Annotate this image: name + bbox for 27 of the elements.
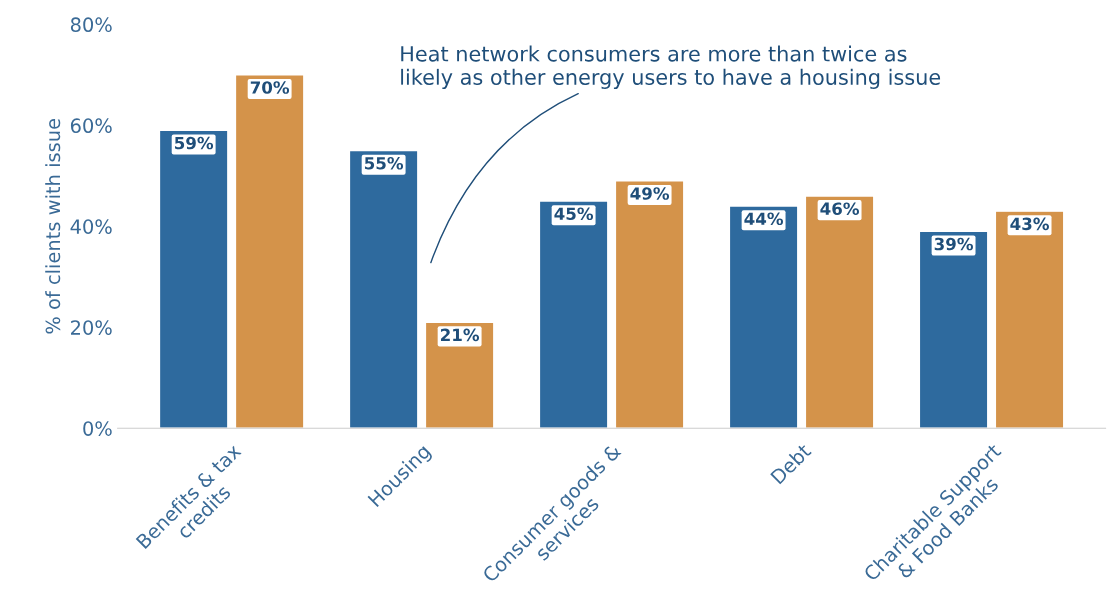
y-axis-title: % of clients with issue bbox=[45, 119, 61, 334]
bar bbox=[614, 180, 685, 429]
data-label: 44% bbox=[744, 212, 784, 226]
data-label: 43% bbox=[1010, 217, 1049, 231]
y-tick-label: 80% bbox=[70, 17, 112, 33]
bar bbox=[538, 200, 609, 429]
y-tick-label: 20% bbox=[71, 320, 112, 335]
bar bbox=[234, 74, 305, 429]
bar bbox=[158, 129, 229, 429]
bar bbox=[918, 230, 989, 429]
y-tick-label: 40% bbox=[70, 219, 112, 234]
data-label: 55% bbox=[364, 156, 404, 170]
data-label: 39% bbox=[934, 237, 973, 251]
data-label: 70% bbox=[250, 81, 290, 94]
bar bbox=[804, 195, 875, 429]
bar bbox=[424, 321, 495, 429]
y-tick-label: 60% bbox=[70, 118, 112, 134]
bar bbox=[348, 149, 419, 429]
annotation: Heat network consumers are more than twice as likely as other energy users to have a housing issue bbox=[401, 45, 941, 90]
bar bbox=[728, 205, 799, 429]
data-label: 45% bbox=[554, 207, 594, 221]
data-label: 49% bbox=[630, 187, 670, 200]
bar bbox=[994, 210, 1065, 429]
data-label: 21% bbox=[441, 328, 480, 342]
data-label: 46% bbox=[820, 202, 859, 215]
y-tick-label: 0% bbox=[83, 421, 112, 436]
data-label: 59% bbox=[174, 136, 214, 150]
